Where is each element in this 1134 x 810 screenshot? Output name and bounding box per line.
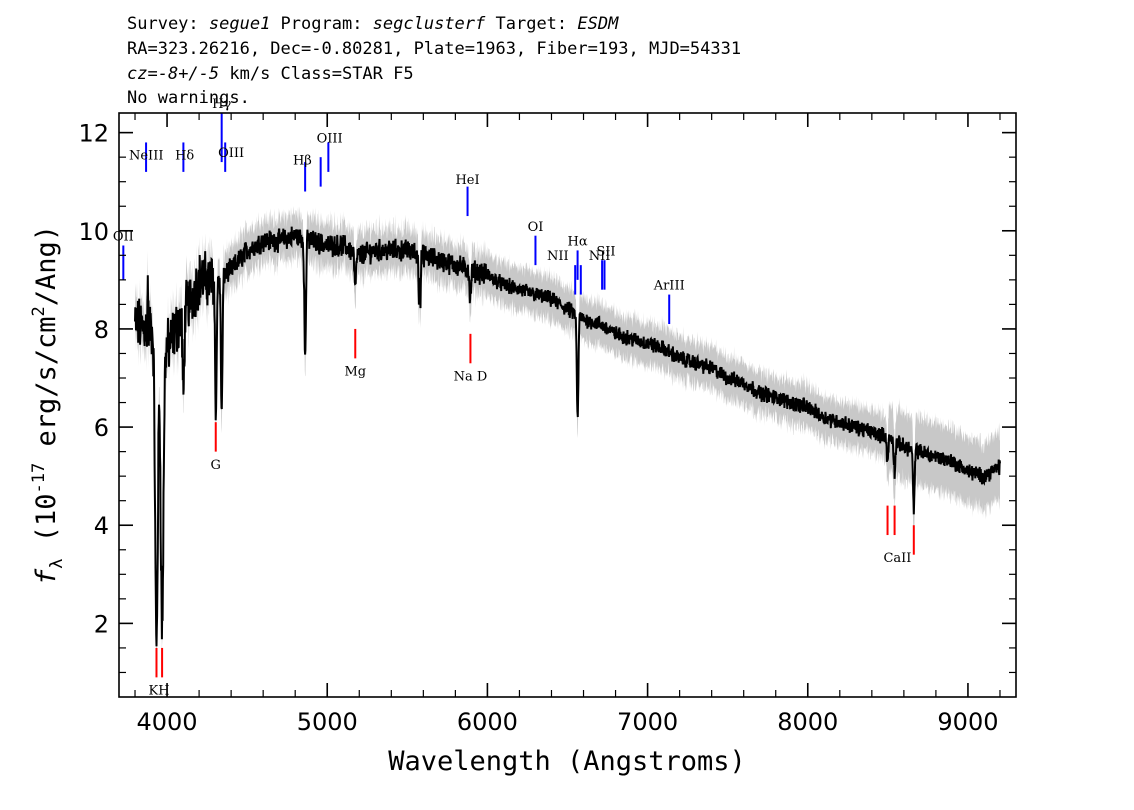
line-label: Hα — [568, 235, 588, 250]
header-line-4: No warnings. — [127, 88, 250, 108]
spectrum-series — [134, 226, 1001, 647]
line-label: KH — [149, 684, 170, 699]
line-label: G — [211, 458, 221, 473]
x-tick-label: 7000 — [617, 708, 678, 736]
axis-tick-labels: 4000 5000 6000 7000 8000 9000 2 4 6 8 10 12 — [78, 120, 998, 736]
line-label: Hδ — [175, 149, 194, 164]
axis-ticks — [119, 113, 1016, 697]
error-band — [135, 206, 1000, 672]
line-label: CaII — [883, 551, 911, 566]
line-label: Hβ — [293, 154, 312, 169]
line-label: NII — [547, 249, 569, 264]
line-label: OIII — [317, 131, 343, 146]
x-tick-label: 6000 — [457, 708, 518, 736]
line-label: OII — [113, 230, 134, 245]
header-line-3: cz=-8+/-5 km/s Class=STAR F5 — [127, 64, 414, 84]
y-tick-label: 10 — [78, 218, 109, 246]
header-line-2: RA=323.26216, Dec=-0.80281, Plate=1963, … — [127, 39, 741, 59]
line-label: HeI — [455, 173, 479, 188]
chart-header: Survey: segue1 Program: segclusterf Targ… — [127, 14, 741, 108]
line-label: Mg — [344, 365, 366, 380]
y-tick-label: 2 — [94, 610, 109, 638]
x-axis-title: Wavelength (Angstroms) — [388, 746, 746, 777]
line-label: NeIII — [129, 149, 163, 164]
line-label: Na D — [454, 369, 488, 384]
line-markers — [122, 113, 915, 678]
header-line-1: Survey: segue1 Program: segclusterf Targ… — [127, 14, 619, 34]
x-tick-label: 5000 — [297, 708, 358, 736]
x-tick-label: 4000 — [137, 708, 198, 736]
line-label: Hγ — [212, 97, 231, 112]
line-label: OIII — [218, 146, 244, 161]
plot-frame — [118, 112, 1017, 698]
line-label: ArIII — [653, 279, 685, 294]
y-tick-label: 12 — [78, 120, 109, 148]
x-tick-label: 8000 — [777, 708, 838, 736]
line-label: NII — [589, 249, 611, 264]
error-band-area — [135, 206, 1000, 672]
y-tick-label: 6 — [94, 414, 109, 442]
line-label: OI — [528, 220, 544, 235]
y-tick-label: 4 — [94, 512, 109, 540]
x-tick-label: 9000 — [937, 708, 998, 736]
y-axis-title: fλ (10-17 erg/s/cm2/Ang) — [29, 225, 67, 585]
line-label: SII — [596, 244, 615, 259]
spectrum-line — [134, 226, 1001, 647]
y-tick-label: 8 — [94, 316, 109, 344]
